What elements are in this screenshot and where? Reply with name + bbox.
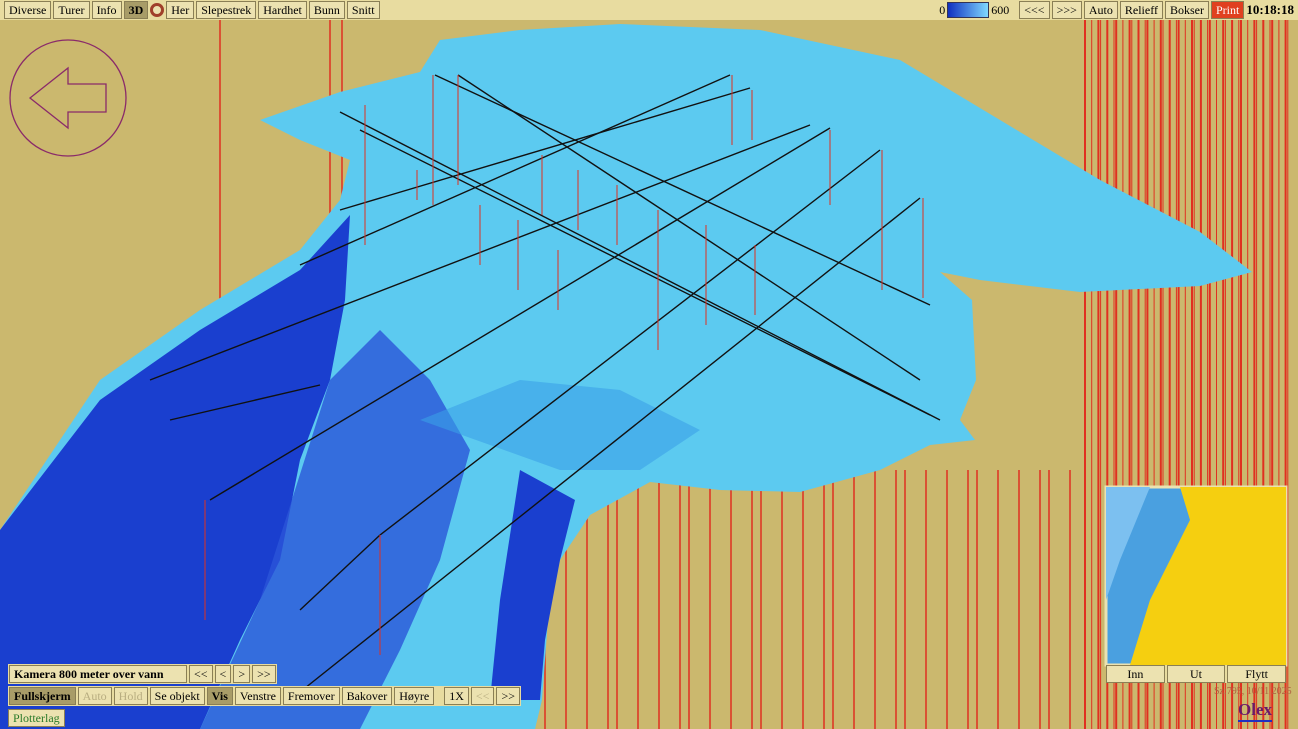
- back-arrow: [28, 66, 107, 130]
- menu-button[interactable]: Turer: [53, 1, 90, 19]
- control-button[interactable]: Fullskjerm: [9, 687, 76, 705]
- seabed-deep: [200, 330, 470, 729]
- minimap-button[interactable]: Flytt: [1227, 665, 1287, 683]
- control-button[interactable]: Se objekt: [149, 687, 205, 705]
- menu-button[interactable]: Bunn: [308, 1, 345, 19]
- control-button[interactable]: Venstre: [234, 687, 281, 705]
- depth-markers: [204, 75, 924, 655]
- camera-button[interactable]: >: [233, 665, 251, 683]
- seabed-mid: [420, 380, 700, 470]
- seabed-deep: [0, 215, 350, 729]
- clock: 10:18:18: [1246, 2, 1294, 17]
- menu-button[interactable]: Print: [1210, 1, 1245, 19]
- control-button[interactable]: <<: [470, 687, 495, 705]
- minimap-controls: Inn Ut Flytt: [1106, 665, 1287, 683]
- toolbar-left: Diverse Turer Info 3D Her Slepestrek Har…: [4, 1, 380, 19]
- control-button[interactable]: >>: [496, 687, 520, 705]
- plotter-button[interactable]: Plotterlag: [8, 709, 65, 727]
- color-scale: [947, 2, 990, 18]
- control-button[interactable]: Høyre: [394, 687, 435, 705]
- menu-button[interactable]: Relieff: [1119, 1, 1163, 19]
- control-button[interactable]: Auto: [77, 687, 112, 705]
- minimap: [1104, 485, 1288, 667]
- camera-button[interactable]: >>: [252, 665, 276, 683]
- back-button[interactable]: [9, 39, 127, 157]
- control-button[interactable]: Hold: [113, 687, 148, 705]
- control-button[interactable]: 1X: [444, 687, 469, 705]
- scale-min: 0: [939, 2, 946, 17]
- menu-button[interactable]: >>>: [1051, 1, 1082, 19]
- menu-button[interactable]: Diverse: [4, 1, 52, 19]
- camera-button[interactable]: <: [214, 665, 232, 683]
- tracks: [149, 74, 941, 701]
- menu-button[interactable]: Bokser: [1164, 1, 1209, 19]
- menu-button[interactable]: Auto: [1083, 1, 1118, 19]
- compass-icon[interactable]: [150, 3, 165, 17]
- control-button[interactable]: Bakover: [341, 687, 393, 705]
- plotter-panel: Plotterlag: [8, 709, 65, 727]
- control-button[interactable]: Vis: [206, 687, 233, 705]
- minimap-button[interactable]: Inn: [1106, 665, 1165, 683]
- menu-button[interactable]: 3D: [123, 1, 149, 19]
- scale-max: 600: [991, 2, 1010, 17]
- menu-button[interactable]: Snitt: [346, 1, 380, 19]
- camera-button[interactable]: <<: [189, 665, 213, 683]
- minimap-button[interactable]: Ut: [1166, 665, 1226, 683]
- menu-button[interactable]: <<<: [1019, 1, 1050, 19]
- camera-label: Kamera 800 meter over vann: [9, 665, 187, 683]
- camera-panel: Kamera 800 meter over vann << < > >>: [8, 664, 277, 684]
- seabed-deep: [490, 470, 575, 700]
- menu-button[interactable]: Her: [166, 1, 195, 19]
- toolbar-right: 0 600 <<< >>> Auto Relieff Bokser Print …: [939, 1, 1294, 19]
- menu-button[interactable]: Info: [91, 1, 122, 19]
- status-text: Sz:795, 10/11 2025: [1214, 686, 1292, 697]
- control-panel: Fullskjerm Auto Hold Se objekt Vis Venstre Fre…: [8, 686, 521, 706]
- logo: Olex: [1238, 700, 1272, 722]
- control-button[interactable]: Fremover: [282, 687, 340, 705]
- menu-button[interactable]: Slepestrek: [196, 1, 257, 19]
- menu-button[interactable]: Hardhet: [258, 1, 307, 19]
